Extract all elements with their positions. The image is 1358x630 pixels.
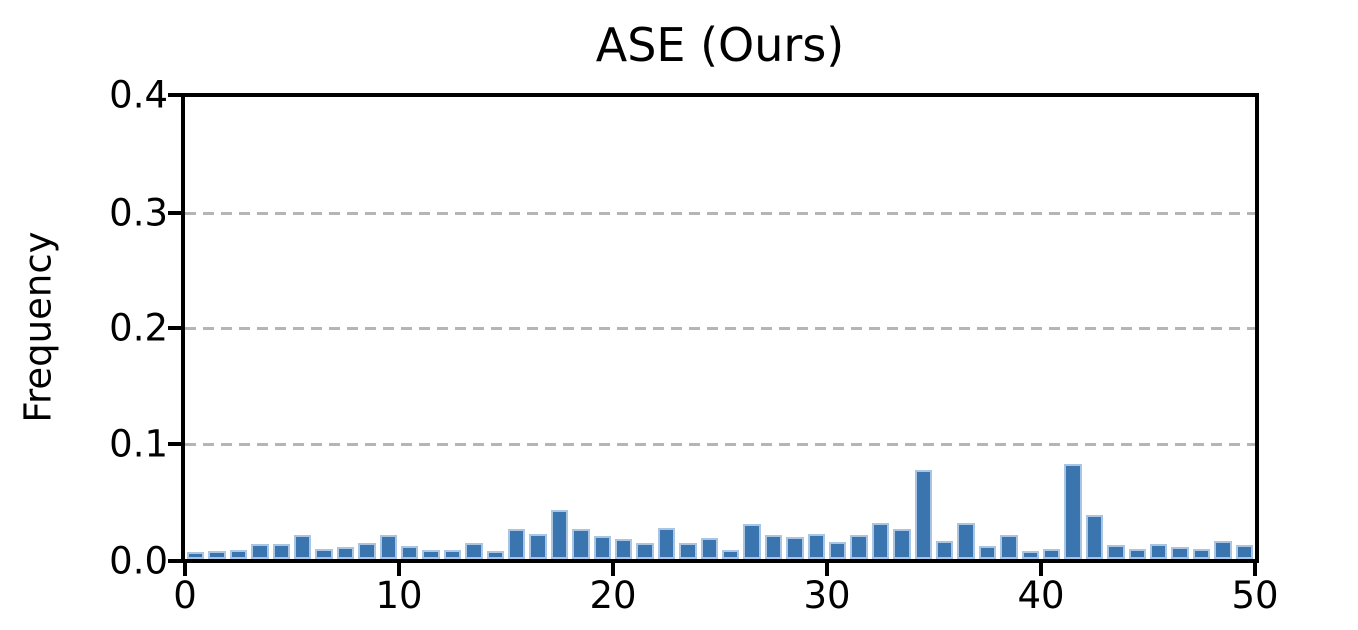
bar-bin-29	[807, 534, 825, 559]
bar-bin-49	[1235, 545, 1253, 559]
bar-bin-4	[272, 544, 290, 559]
bar-bin-22	[657, 528, 676, 559]
x-tick-label-30: 30	[803, 574, 851, 617]
bar-bin-25	[722, 550, 740, 559]
bar-bin-45	[1150, 544, 1168, 559]
bar-bin-23	[679, 543, 697, 559]
gridline-y-0.3	[185, 211, 1255, 215]
bar-bin-33	[893, 529, 911, 559]
bar-bin-1	[208, 551, 226, 559]
y-tick-0.0	[168, 559, 181, 563]
x-tick-label-0: 0	[173, 574, 197, 617]
x-tick-10	[397, 563, 401, 576]
bar-bin-34	[914, 470, 932, 559]
bar-bin-20	[615, 539, 633, 559]
y-tick-0.2	[168, 326, 181, 330]
y-axis-label: Frequency	[16, 231, 60, 423]
y-tick-0.4	[168, 93, 181, 97]
plot-area	[185, 97, 1255, 559]
bar-bin-31	[850, 535, 868, 559]
x-tick-label-20: 20	[589, 574, 637, 617]
bar-bin-27	[764, 535, 783, 559]
bar-bin-32	[871, 523, 890, 559]
bar-bin-18	[572, 529, 590, 559]
bar-bin-15	[508, 529, 526, 559]
x-tick-20	[611, 563, 615, 576]
bar-bin-3	[251, 544, 269, 559]
bar-bin-21	[636, 543, 654, 559]
bar-bin-40	[1043, 549, 1061, 559]
x-tick-label-10: 10	[375, 574, 423, 617]
bar-bin-47	[1192, 549, 1211, 559]
bar-bin-26	[743, 524, 761, 559]
y-tick-label-0.0: 0.0	[109, 539, 168, 583]
axis-spine-bottom	[181, 559, 1259, 563]
bar-bin-8	[358, 543, 376, 559]
bar-bin-36	[957, 523, 975, 559]
bar-bin-0	[187, 552, 205, 559]
y-tick-label-0.4: 0.4	[109, 73, 168, 117]
bar-bin-24	[700, 538, 718, 559]
bar-bin-7	[336, 547, 355, 559]
bar-bin-5	[294, 535, 312, 559]
bar-bin-41	[1064, 464, 1082, 559]
axis-spine-right	[1255, 93, 1259, 563]
x-tick-40	[1039, 563, 1043, 576]
bar-bin-44	[1128, 549, 1146, 559]
bar-bin-46	[1171, 547, 1189, 559]
y-tick-label-0.1: 0.1	[109, 422, 168, 465]
bar-bin-48	[1214, 541, 1232, 559]
y-tick-label-0.3: 0.3	[109, 191, 168, 234]
bar-bin-9	[379, 535, 397, 559]
bar-bin-16	[529, 534, 547, 559]
bar-bin-17	[550, 510, 569, 559]
chart-title: ASE (Ours)	[595, 18, 845, 72]
x-tick-50	[1253, 563, 1257, 576]
bar-bin-10	[401, 546, 419, 559]
x-tick-label-50: 50	[1231, 574, 1279, 617]
bar-bin-11	[422, 550, 440, 559]
x-tick-label-40: 40	[1017, 574, 1065, 617]
bar-bin-13	[465, 543, 483, 559]
bar-bin-28	[786, 537, 804, 559]
axis-spine-left	[181, 93, 185, 563]
bar-bin-35	[936, 541, 954, 559]
bar-bin-38	[1000, 535, 1018, 559]
y-tick-0.3	[168, 210, 181, 215]
y-tick-label-0.2: 0.2	[109, 306, 168, 350]
bar-bin-12	[443, 550, 462, 559]
bar-bin-42	[1085, 515, 1104, 559]
x-tick-0	[183, 563, 187, 576]
bar-bin-2	[229, 550, 248, 559]
bar-bin-14	[486, 551, 504, 559]
bar-bin-43	[1107, 545, 1125, 559]
bar-bin-39	[1021, 551, 1039, 559]
gridline-y-0.1	[185, 442, 1255, 446]
y-tick-0.1	[168, 441, 181, 446]
bar-bin-30	[829, 542, 847, 559]
gridline-y-0.2	[185, 327, 1255, 330]
x-tick-30	[825, 563, 829, 576]
bar-bin-37	[978, 546, 997, 559]
bar-bin-6	[315, 549, 333, 559]
axis-spine-top	[181, 93, 1259, 97]
bar-bin-19	[593, 536, 611, 559]
